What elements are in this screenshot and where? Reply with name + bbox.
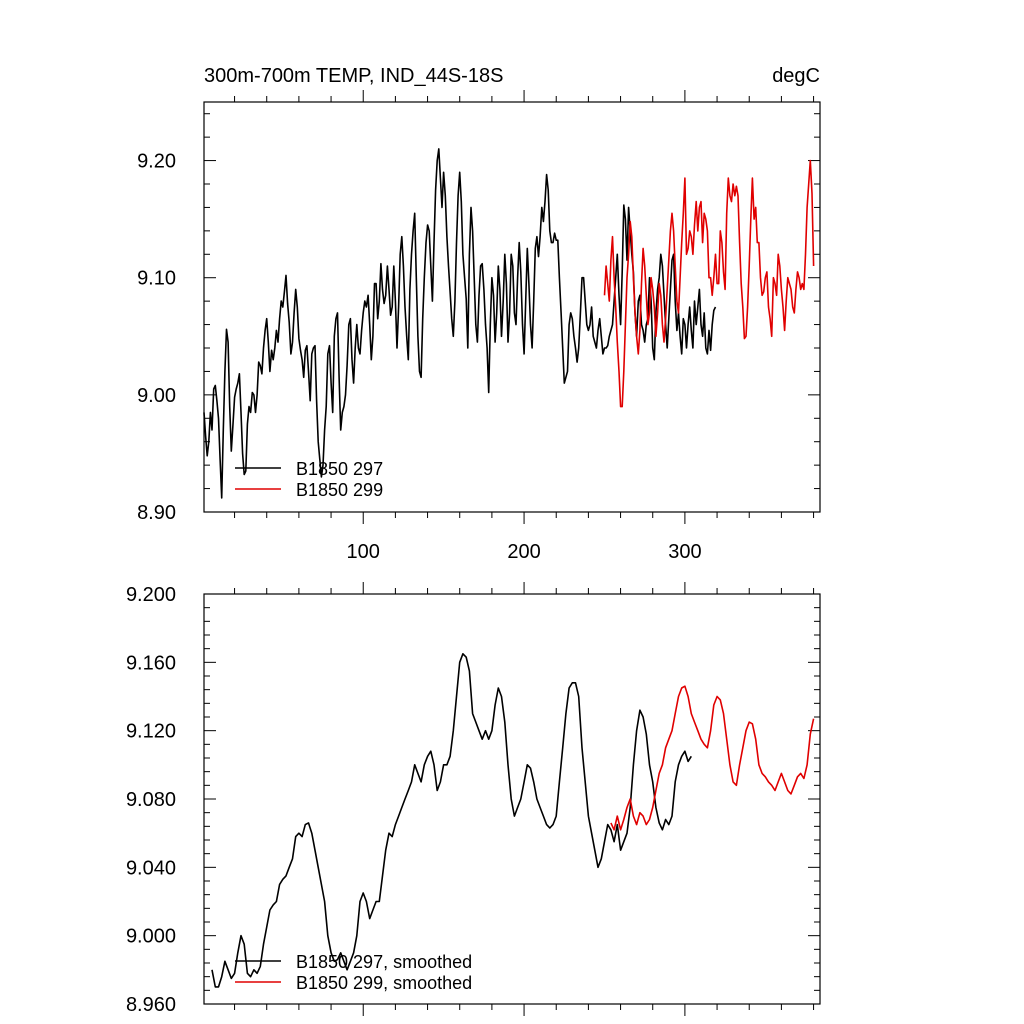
- y-tick-label: 9.160: [126, 652, 176, 674]
- series-line-b1850-299: [603, 159, 815, 408]
- y-tick-label: 9.20: [137, 151, 176, 173]
- y-tick-label: 8.960: [126, 994, 176, 1016]
- y-tick-label: 9.00: [137, 385, 176, 407]
- y-tick-label: 8.90: [137, 502, 176, 524]
- series-line-b1850-297: [203, 148, 717, 499]
- y-tick-label: 9.000: [126, 926, 176, 948]
- x-tick-label: 100: [347, 541, 380, 563]
- legend-label: B1850 297: [296, 459, 383, 479]
- series-line-b1850-299-smoothed: [610, 685, 815, 831]
- legend-label: B1850 297, smoothed: [296, 952, 472, 972]
- y-tick-label: 9.080: [126, 789, 176, 811]
- y-tick-label: 9.10: [137, 268, 176, 290]
- y-tick-label: 9.200: [126, 584, 176, 606]
- y-tick-label: 9.040: [126, 857, 176, 879]
- x-tick-label: 200: [507, 541, 540, 563]
- top-panel: 300m-700m TEMP, IND_44S-18S degC 8.90 9.0…: [137, 65, 821, 563]
- top-panel-units: degC: [772, 65, 820, 87]
- top-panel-title: 300m-700m TEMP, IND_44S-18S: [204, 65, 503, 87]
- legend-label: B1850 299, smoothed: [296, 973, 472, 993]
- plot-frame: [203, 101, 821, 513]
- x-tick-label: 300: [668, 541, 701, 563]
- legend-label: B1850 299: [296, 480, 383, 500]
- bottom-panel: 8.960 9.000 9.040 9.080 9.120 9.160 9.200 B1850…: [126, 582, 821, 1016]
- y-tick-label: 9.120: [126, 721, 176, 743]
- series-line-b1850-297-smoothed: [211, 653, 692, 988]
